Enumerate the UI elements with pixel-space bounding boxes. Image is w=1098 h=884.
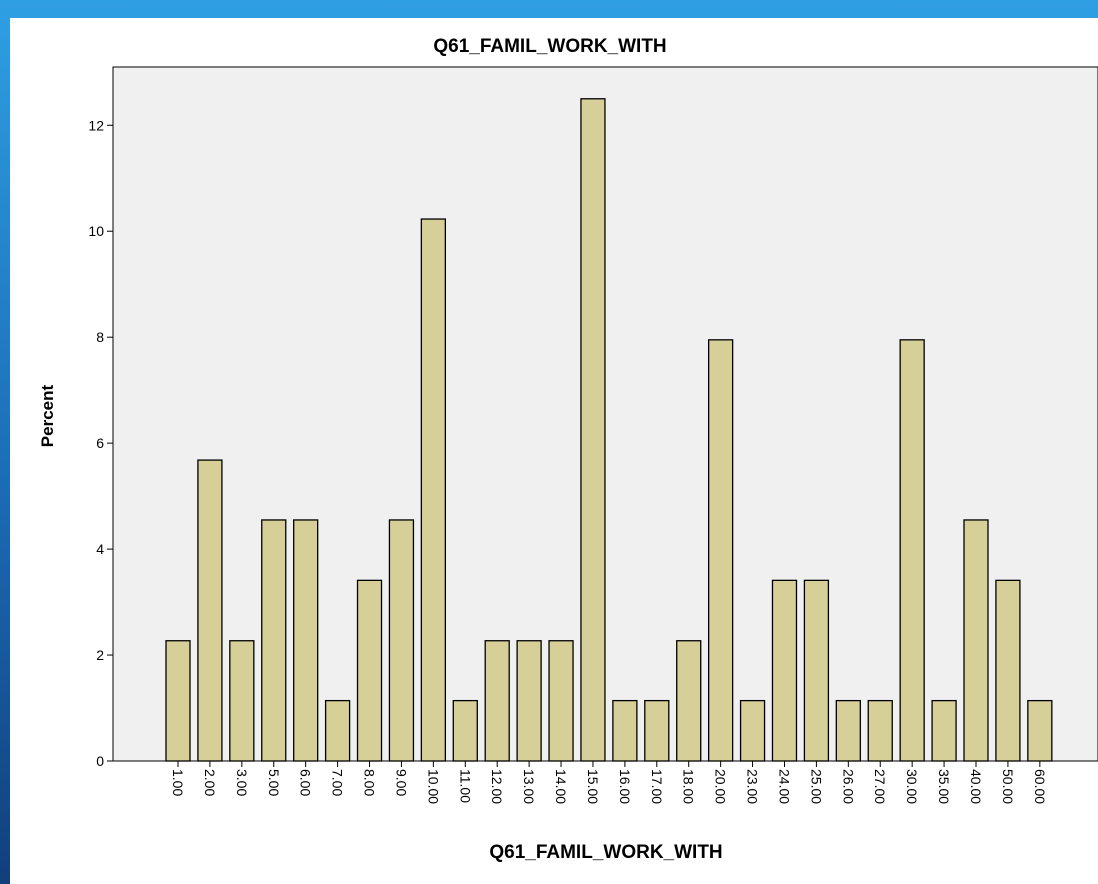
y-axis: 0 2 4 6 8 10 12 <box>88 117 113 769</box>
y-tick-label: 6 <box>96 435 104 451</box>
bar <box>899 339 925 762</box>
chart-panel: Q61_FAMIL_WORK_WITH Percent Q61_FAMIL_WO… <box>10 18 1098 884</box>
chart-title: Q61_FAMIL_WORK_WITH <box>433 36 666 57</box>
bar <box>644 699 670 762</box>
x-tick-label: 17.00 <box>649 769 665 804</box>
bar-series <box>165 98 1053 762</box>
bar <box>612 699 638 762</box>
bar <box>229 640 255 762</box>
bar <box>931 699 957 762</box>
x-axis-label: Q61_FAMIL_WORK_WITH <box>489 842 722 863</box>
y-tick-label: 12 <box>88 117 104 133</box>
bar <box>739 699 766 762</box>
x-tick-label: 15.00 <box>585 769 601 804</box>
bar <box>548 640 574 762</box>
bar <box>261 519 287 762</box>
x-tick-label: 10.00 <box>425 769 441 804</box>
bar <box>707 339 734 762</box>
x-tick-label: 1.00 <box>170 769 186 796</box>
y-tick-label: 10 <box>88 223 104 239</box>
bar <box>771 579 798 762</box>
x-tick-label: 16.00 <box>617 769 633 804</box>
x-tick-label: 14.00 <box>553 769 569 804</box>
y-tick-label: 2 <box>96 647 104 663</box>
x-tick-label: 13.00 <box>521 769 537 804</box>
x-tick-label: 26.00 <box>840 769 856 804</box>
bar <box>867 699 893 762</box>
bar <box>1027 699 1053 762</box>
x-tick-label: 11.00 <box>457 769 473 803</box>
y-tick-label: 0 <box>96 753 104 769</box>
bar <box>197 459 223 762</box>
x-tick-label: 25.00 <box>808 769 824 804</box>
x-axis: 1.00 2.00 3.00 5.00 6.00 7.00 8.00 9.00 10.00 11.… <box>170 761 1048 804</box>
bar <box>165 640 191 762</box>
bar <box>388 519 415 762</box>
x-tick-label: 18.00 <box>681 769 697 804</box>
bar-chart: Q61_FAMIL_WORK_WITH Percent Q61_FAMIL_WO… <box>38 36 1098 863</box>
bar <box>963 519 989 762</box>
x-tick-label: 30.00 <box>904 769 920 804</box>
y-axis-label: Percent <box>38 384 57 447</box>
x-tick-label: 24.00 <box>776 769 792 804</box>
bar <box>484 640 510 762</box>
x-tick-label: 27.00 <box>872 769 888 804</box>
x-tick-label: 3.00 <box>234 769 250 796</box>
x-tick-label: 2.00 <box>202 769 218 796</box>
x-tick-label: 35.00 <box>936 769 952 804</box>
y-tick-label: 8 <box>96 329 104 345</box>
x-tick-label: 12.00 <box>489 769 505 804</box>
x-tick-label: 5.00 <box>266 769 282 796</box>
bar <box>293 519 319 762</box>
x-tick-label: 50.00 <box>1000 769 1016 804</box>
bar <box>452 699 478 762</box>
y-tick-label: 4 <box>96 541 104 557</box>
x-tick-label: 6.00 <box>298 769 314 796</box>
x-tick-label: 7.00 <box>330 769 346 796</box>
bar <box>835 699 861 762</box>
bar <box>356 579 383 762</box>
bar <box>580 98 606 762</box>
x-tick-label: 20.00 <box>713 769 729 804</box>
bar <box>420 218 447 762</box>
bar <box>516 640 542 762</box>
bar <box>324 699 351 762</box>
x-tick-label: 9.00 <box>393 769 409 796</box>
bar <box>803 579 830 762</box>
x-tick-label: 23.00 <box>745 769 761 804</box>
x-tick-label: 60.00 <box>1032 769 1048 804</box>
x-tick-label: 40.00 <box>968 769 984 804</box>
x-tick-label: 8.00 <box>362 769 378 796</box>
bar <box>995 579 1021 762</box>
bar <box>676 640 702 762</box>
